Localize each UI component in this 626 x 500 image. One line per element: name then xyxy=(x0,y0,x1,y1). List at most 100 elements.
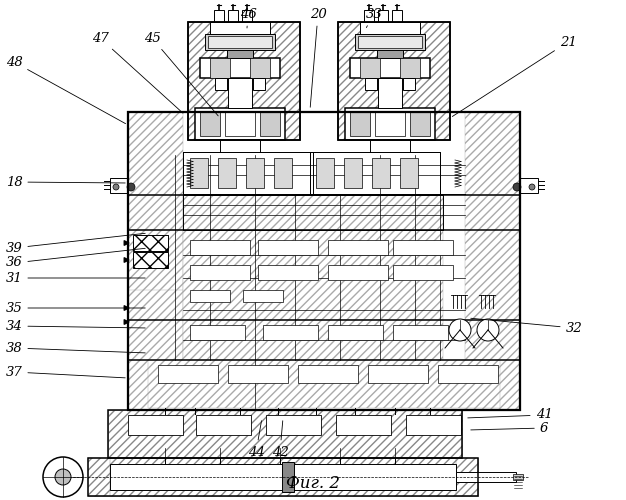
Bar xyxy=(183,230,443,320)
Bar xyxy=(328,265,388,280)
Bar xyxy=(188,22,300,140)
Bar xyxy=(338,22,450,140)
Bar xyxy=(128,112,183,410)
Text: 34: 34 xyxy=(6,320,145,332)
Bar xyxy=(520,178,538,193)
Bar xyxy=(250,58,270,78)
Bar xyxy=(310,152,440,194)
Bar xyxy=(190,325,245,340)
Bar xyxy=(227,50,253,58)
Bar xyxy=(88,458,478,496)
Text: 33: 33 xyxy=(366,8,382,28)
Bar xyxy=(188,22,300,140)
Bar xyxy=(128,112,520,410)
Bar xyxy=(128,112,520,410)
Bar xyxy=(200,112,220,136)
Text: 48: 48 xyxy=(6,56,126,124)
Bar xyxy=(406,415,461,435)
Text: 47: 47 xyxy=(91,32,183,113)
Bar xyxy=(350,58,430,78)
Bar xyxy=(228,10,238,22)
Bar xyxy=(378,78,402,108)
Bar xyxy=(263,325,318,340)
Circle shape xyxy=(113,184,119,190)
Bar xyxy=(210,22,270,34)
Bar xyxy=(183,195,443,230)
Circle shape xyxy=(55,469,71,485)
Bar xyxy=(310,152,440,194)
Bar xyxy=(218,158,236,188)
Bar xyxy=(393,265,453,280)
Bar xyxy=(258,240,318,255)
Bar xyxy=(360,58,380,78)
Bar xyxy=(208,36,272,48)
Bar xyxy=(364,10,374,22)
Bar xyxy=(378,10,388,22)
Bar xyxy=(360,22,420,34)
Bar xyxy=(465,112,520,410)
Text: 45: 45 xyxy=(143,32,218,116)
Circle shape xyxy=(513,183,521,191)
Bar xyxy=(133,235,168,251)
Bar xyxy=(350,112,370,136)
Text: 35: 35 xyxy=(6,302,145,314)
Bar xyxy=(128,230,183,290)
Bar xyxy=(410,112,430,136)
Bar xyxy=(188,22,300,140)
Bar xyxy=(438,365,498,383)
Bar xyxy=(190,158,208,188)
Bar xyxy=(338,22,450,140)
Bar xyxy=(183,152,313,194)
Bar xyxy=(456,458,478,496)
Bar xyxy=(336,415,391,435)
Bar xyxy=(110,178,128,193)
Text: 38: 38 xyxy=(6,342,145,354)
Bar xyxy=(190,290,230,302)
Circle shape xyxy=(477,319,499,341)
Text: 46: 46 xyxy=(240,8,257,28)
Bar xyxy=(393,325,448,340)
Text: 21: 21 xyxy=(453,36,577,117)
Text: 20: 20 xyxy=(310,8,326,107)
Bar xyxy=(183,112,465,410)
Text: 37: 37 xyxy=(6,366,125,378)
Bar xyxy=(282,462,294,492)
Bar xyxy=(243,290,283,302)
Bar xyxy=(110,464,456,490)
Bar xyxy=(260,112,280,136)
Bar xyxy=(205,34,275,50)
Bar xyxy=(328,240,388,255)
Bar xyxy=(274,158,292,188)
Bar xyxy=(158,365,218,383)
Bar xyxy=(368,365,428,383)
Bar xyxy=(253,78,265,90)
Bar xyxy=(242,10,252,22)
Bar xyxy=(258,265,318,280)
Bar xyxy=(246,158,264,188)
Bar xyxy=(344,158,362,188)
Bar xyxy=(225,112,255,136)
Bar xyxy=(392,10,402,22)
Bar xyxy=(393,240,453,255)
Circle shape xyxy=(43,457,83,497)
Text: Фиг. 2: Фиг. 2 xyxy=(286,474,340,492)
Bar xyxy=(338,22,450,140)
Bar xyxy=(400,58,420,78)
Text: 42: 42 xyxy=(272,421,289,459)
Circle shape xyxy=(127,183,135,191)
Bar xyxy=(108,410,462,458)
Text: 44: 44 xyxy=(248,420,264,459)
Bar xyxy=(228,78,252,108)
Bar xyxy=(372,158,390,188)
Bar xyxy=(196,415,251,435)
Text: 41: 41 xyxy=(468,408,552,422)
Circle shape xyxy=(529,184,535,190)
Bar xyxy=(513,474,523,480)
Bar xyxy=(358,36,422,48)
Text: 6: 6 xyxy=(471,422,548,434)
Bar xyxy=(128,112,520,410)
Bar xyxy=(148,360,500,408)
Bar xyxy=(133,252,168,268)
Text: 36: 36 xyxy=(6,248,145,270)
Bar xyxy=(190,240,250,255)
